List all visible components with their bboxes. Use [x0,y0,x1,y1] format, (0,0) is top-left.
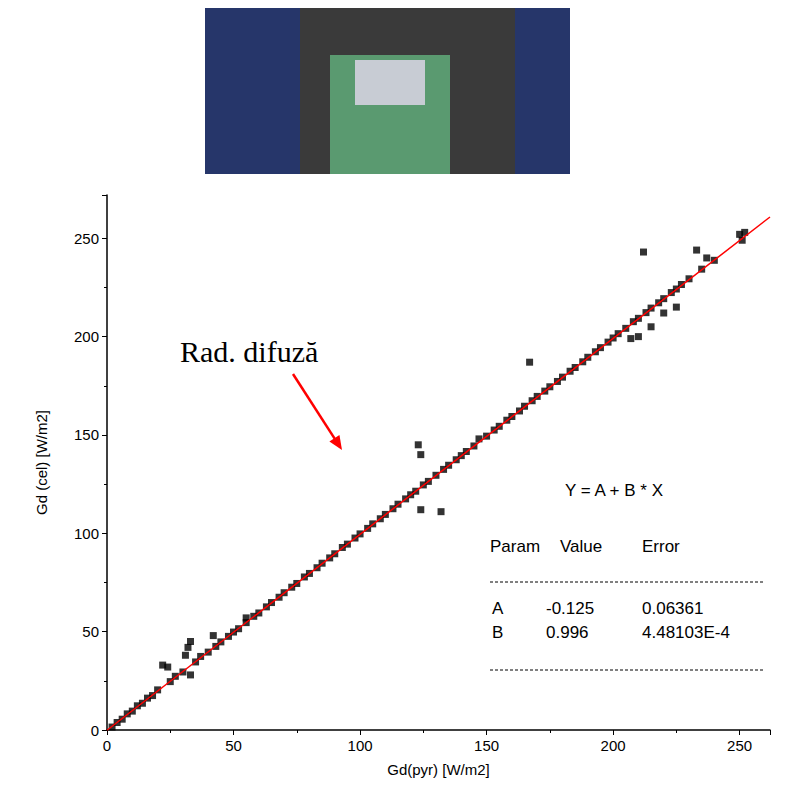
svg-text:4.48103E-4: 4.48103E-4 [642,623,730,642]
svg-text:B: B [492,623,503,642]
svg-text:Rad. difuză: Rad. difuză [180,335,318,368]
svg-text:150: 150 [74,426,99,443]
svg-text:250: 250 [74,230,99,247]
svg-text:50: 50 [82,623,99,640]
svg-text:0: 0 [103,737,111,754]
svg-text:150: 150 [474,737,499,754]
svg-text:Y = A + B * X: Y = A + B * X [565,481,663,500]
svg-text:0: 0 [91,722,99,739]
svg-text:0.996: 0.996 [546,623,589,642]
svg-text:Error: Error [642,537,680,556]
svg-text:100: 100 [74,525,99,542]
svg-text:50: 50 [225,737,242,754]
svg-text:Param: Param [490,537,540,556]
svg-text:-0.125: -0.125 [546,599,594,618]
svg-text:0.06361: 0.06361 [642,599,703,618]
svg-text:250: 250 [727,737,752,754]
svg-text:Value: Value [560,537,602,556]
svg-text:A: A [492,599,504,618]
svg-text:200: 200 [601,737,626,754]
svg-text:Gd (cel) [W/m2]: Gd (cel) [W/m2] [33,410,50,515]
svg-text:100: 100 [348,737,373,754]
svg-text:200: 200 [74,328,99,345]
svg-text:Gd(pyr) [W/m2]: Gd(pyr) [W/m2] [387,761,490,778]
